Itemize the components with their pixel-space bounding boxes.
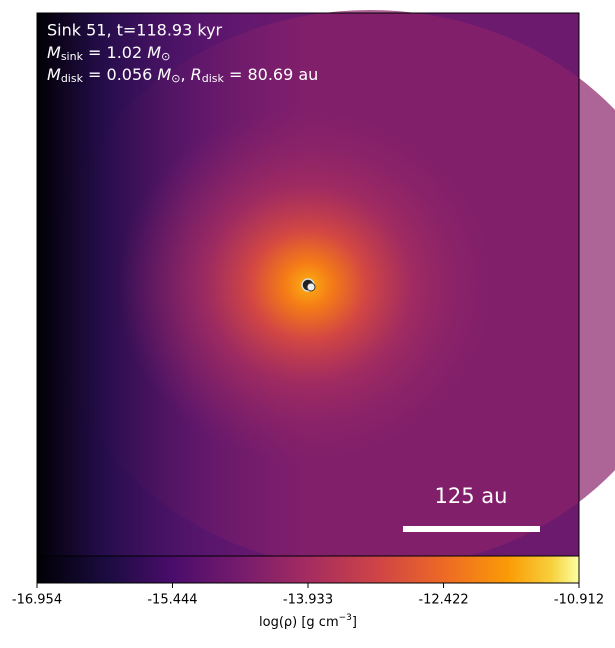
- colorbar-tick-label: -10.912: [554, 593, 604, 608]
- colorbar-tick-label: -16.954: [12, 593, 62, 608]
- scale-bar-label: 125 au: [435, 484, 508, 508]
- colorbar-tick-label: -15.444: [147, 593, 197, 608]
- density-map: [36, 10, 615, 570]
- mass-sink: Msink = 1.02 M⊙: [47, 43, 170, 64]
- colorbar-tick-label: -12.422: [418, 593, 468, 608]
- scale-bar: [403, 526, 540, 532]
- title: Sink 51, t=118.93 kyr: [47, 21, 223, 40]
- colorbar: [36, 555, 580, 584]
- mass-disk: Mdisk = 0.056 M⊙, Rdisk = 80.69 au: [47, 65, 318, 86]
- colorbar-label: log(ρ) [g cm−3]: [259, 613, 357, 630]
- colorbar-tick-label: -13.933: [283, 593, 333, 608]
